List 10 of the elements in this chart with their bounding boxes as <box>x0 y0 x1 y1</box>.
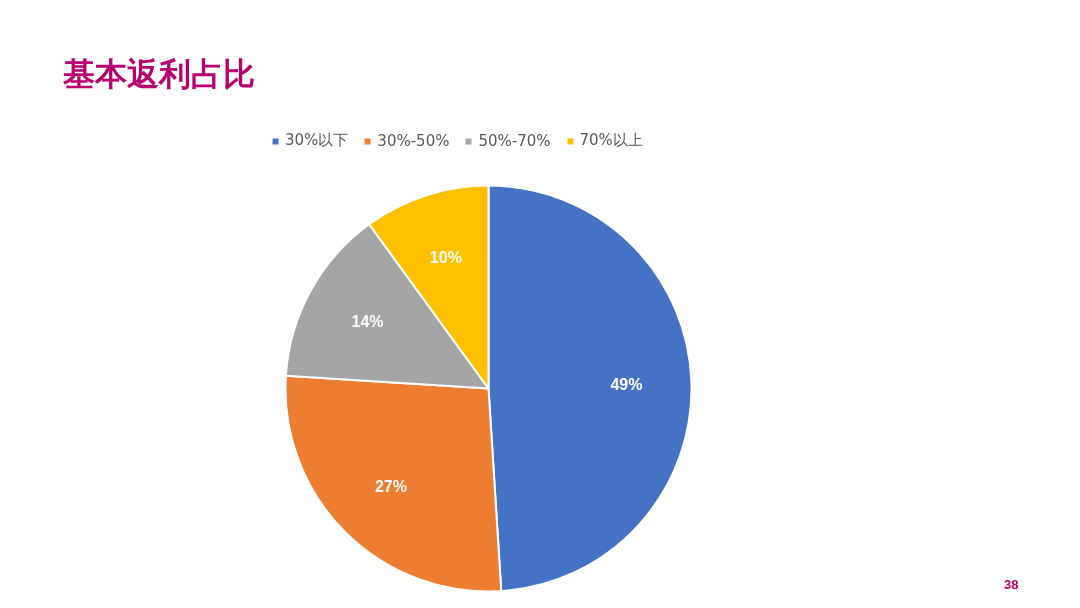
text: 38 <box>1004 576 1019 592</box>
legend-label: 30%以下 <box>285 131 349 150</box>
data-label: 27% <box>374 477 407 495</box>
legend-label: 70%以上 <box>579 131 643 150</box>
legend-label: 30%-50% <box>377 131 450 150</box>
data-label: 10% <box>429 248 462 266</box>
data-label: 14% <box>351 313 384 331</box>
chart-title: 基本返利占比 <box>61 54 255 93</box>
legend-label: 50%-70% <box>478 131 551 150</box>
data-label: 49% <box>610 375 643 393</box>
